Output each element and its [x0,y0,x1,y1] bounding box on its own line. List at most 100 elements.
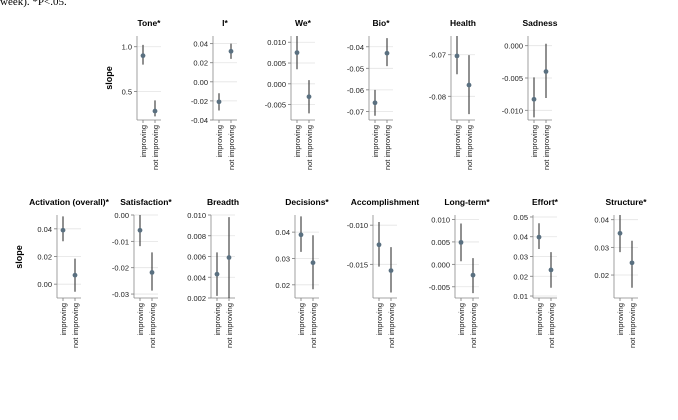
x-tick-label: not improving [148,303,157,348]
panel-title: I* [222,18,228,28]
y-tick-label: -0.010 [347,221,368,230]
y-tick-label: 0.000 [504,42,523,51]
y-axis-label: slope [14,245,24,269]
x-tick-label: not improving [225,303,234,348]
data-point [149,270,155,275]
panel-title: Breadth [207,197,239,207]
y-tick-label: 0.005 [431,238,450,247]
y-tick-label: 0.008 [187,232,206,241]
data-point [306,94,312,100]
data-point [531,96,537,102]
x-tick-label: not improving [305,125,314,170]
data-point [60,227,66,233]
data-point [214,271,220,277]
y-tick-label: -0.010 [502,106,523,115]
x-tick-label: not improving [469,303,478,348]
x-tick-label: not improving [309,303,318,348]
panel-title: Health [450,18,476,28]
y-tick-label: 0.04 [513,233,528,242]
y-tick-label: 0.04 [275,228,290,237]
y-tick-label: -0.02 [112,264,129,273]
y-tick-label: 0.010 [267,38,286,47]
y-tick-label: -0.03 [112,290,129,299]
data-point [228,48,234,54]
x-tick-label: improving [535,303,544,336]
data-point [137,227,143,233]
data-point [536,234,542,240]
data-point [372,100,378,106]
data-point [294,50,300,56]
y-tick-label: -0.015 [347,260,368,269]
y-tick-label: -0.06 [347,86,364,95]
x-tick-label: improving [371,125,380,158]
x-tick-label: improving [616,303,625,336]
data-point [548,267,554,273]
y-tick-label: -0.05 [347,64,364,73]
y-tick-label: -0.04 [191,116,208,125]
panel-title: Effort* [532,197,559,207]
x-tick-label: improving [213,303,222,336]
y-tick-label: 0.05 [513,213,528,222]
y-tick-label: 0.006 [187,253,206,262]
data-point [470,272,476,278]
x-tick-label: improving [215,125,224,158]
panel-title: We* [295,18,312,28]
y-tick-label: 0.04 [37,225,52,234]
y-tick-label: -0.02 [191,97,208,106]
x-tick-label: not improving [465,125,474,170]
x-tick-label: not improving [71,303,80,348]
figure-caption: week). *P<.05. [0,0,67,8]
x-tick-label: improving [136,303,145,336]
y-tick-label: 0.03 [594,243,609,252]
y-tick-label: 0.01 [513,292,528,301]
x-tick-label: not improving [542,125,551,170]
panel-title: Bio* [373,18,391,28]
data-point [388,268,394,273]
y-tick-label: 0.02 [594,271,609,280]
panel-title: Decisions* [285,197,329,207]
x-tick-label: improving [139,125,148,158]
y-tick-label: 0.010 [187,211,206,220]
y-tick-label: 0.03 [275,254,290,263]
data-point [140,53,146,59]
data-point [617,230,623,236]
y-tick-label: -0.04 [347,43,364,52]
y-tick-label: 0.00 [37,280,52,289]
y-tick-label: 0.002 [187,294,206,303]
data-point [226,255,232,260]
x-tick-label: improving [457,303,466,336]
y-tick-label: 0.03 [513,253,528,262]
y-tick-label: 0.00 [193,78,208,87]
data-point [466,82,472,88]
y-tick-label: 0.04 [193,40,208,49]
data-point [384,50,390,56]
y-tick-label: 0.005 [267,59,286,68]
y-tick-label: 0.5 [122,87,132,96]
y-tick-label: 1.0 [122,43,132,52]
y-tick-label: 0.02 [37,253,52,262]
data-point [216,99,222,105]
y-tick-label: 0.010 [431,215,450,224]
x-tick-label: improving [59,303,68,336]
x-tick-label: improving [530,125,539,158]
data-point [454,53,460,59]
y-tick-label: -0.08 [429,92,446,101]
x-tick-label: not improving [383,125,392,170]
panel-title: Sadness [523,18,558,28]
data-point [458,239,464,245]
panel-title: Structure* [605,197,647,207]
x-tick-label: not improving [387,303,396,348]
x-tick-label: improving [375,303,384,336]
y-tick-label: 0.000 [267,80,286,89]
data-point [376,242,382,248]
y-tick-label: -0.07 [347,107,364,116]
panel-title: Activation (overall)* [29,197,110,207]
y-tick-label: -0.07 [429,51,446,60]
y-axis-label: slope [104,66,114,90]
data-point [310,260,316,266]
panel-title: Satisfaction* [120,197,172,207]
data-point [72,272,78,278]
y-tick-label: 0.00 [114,211,129,220]
y-tick-label: 0.02 [275,281,290,290]
